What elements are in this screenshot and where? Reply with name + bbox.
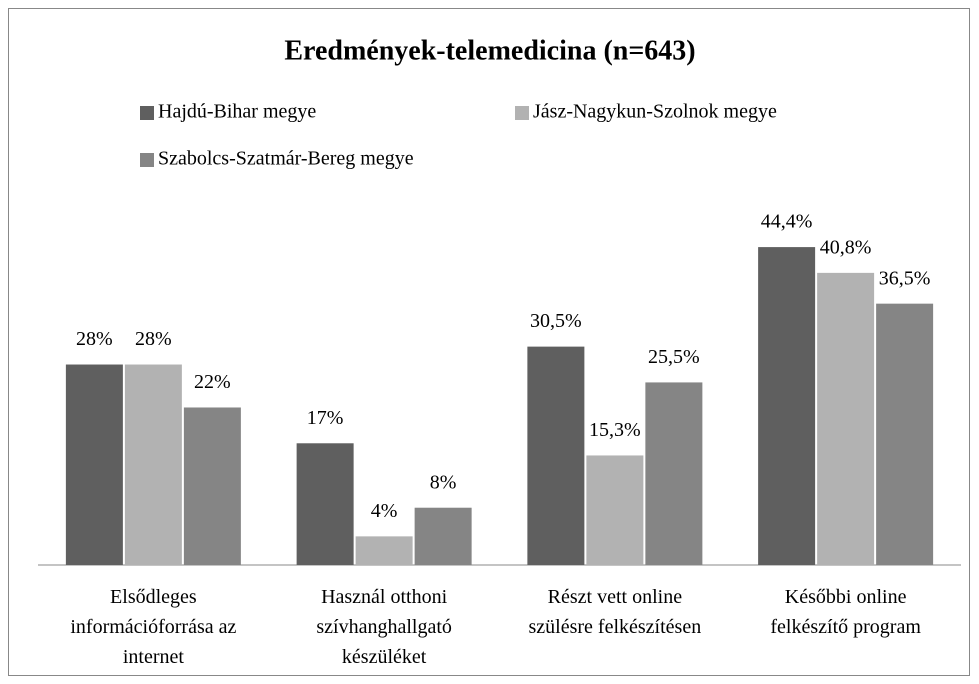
bar <box>183 407 241 565</box>
data-label: 28% <box>76 328 113 350</box>
bar <box>124 364 182 565</box>
bar <box>758 247 816 565</box>
data-label: 4% <box>371 500 398 522</box>
data-label: 25,5% <box>648 346 700 368</box>
data-label: 17% <box>307 407 344 429</box>
legend-label: Hajdú-Bihar megye <box>158 101 316 123</box>
legend-swatch <box>515 106 529 120</box>
data-label: 22% <box>194 371 231 393</box>
bar <box>65 364 123 565</box>
data-label: 28% <box>135 328 172 350</box>
bar <box>355 536 413 565</box>
legend-label: Szabolcs-Szatmár-Bereg megye <box>158 148 414 170</box>
bar <box>414 507 472 565</box>
data-label: 44,4% <box>761 211 813 233</box>
bar <box>586 455 644 565</box>
bar <box>527 346 585 565</box>
data-label: 40,8% <box>820 236 872 258</box>
legend-swatch <box>140 106 154 120</box>
legend-swatch <box>140 153 154 167</box>
bar <box>876 303 934 565</box>
chart-title: Eredmények-telemedicina (n=643) <box>284 35 695 66</box>
x-tick-label: Későbbi online felkészítő program <box>770 586 921 638</box>
bar <box>817 272 875 565</box>
data-label: 8% <box>430 471 457 493</box>
x-tick-label: Elsődleges információforrása az internet <box>70 586 236 668</box>
data-label: 30,5% <box>530 310 582 332</box>
x-tick-label: Használ otthoni szívhanghallgató készüléke… <box>316 586 452 668</box>
bar <box>296 443 354 565</box>
data-label: 15,3% <box>589 419 641 441</box>
bar <box>645 382 703 565</box>
data-label: 36,5% <box>879 267 931 289</box>
x-tick-label: Részt vett online szülésre felkészítésen <box>529 586 702 638</box>
legend-label: Jász-Nagykun-Szolnok megye <box>533 101 777 123</box>
